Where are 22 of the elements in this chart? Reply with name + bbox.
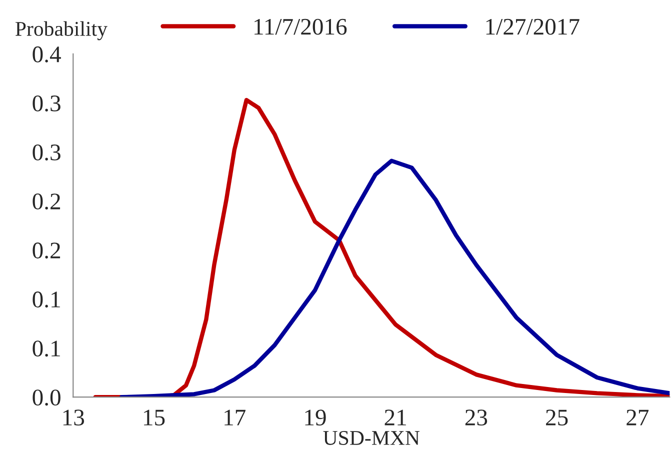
x-tick-label: 13 — [63, 410, 84, 426]
line-series — [119, 158, 670, 398]
y-tick-label: 0.3 — [32, 95, 60, 112]
y-axis-title: Probability — [16, 21, 108, 40]
x-tick-label: 23 — [465, 410, 488, 426]
y-tick-label: 0.2 — [32, 194, 60, 210]
y-tick-label: 0.2 — [32, 242, 60, 259]
x-tick-label: 15 — [144, 410, 165, 426]
x-tick-label: 27 — [626, 410, 649, 426]
legend-label: 1/27/2017 — [486, 18, 580, 35]
x-tick-label: 21 — [384, 410, 406, 426]
x-axis-title: USD-MXN — [323, 430, 420, 445]
y-tick-label: 0.1 — [32, 292, 60, 308]
x-tick-label: 17 — [224, 410, 246, 426]
y-tick-label: 0.4 — [32, 46, 61, 62]
y-tick-label: 0.0 — [32, 390, 60, 406]
x-tick-label: 19 — [305, 410, 326, 426]
y-tick-label: 0.3 — [32, 144, 60, 161]
x-tick-label: 25 — [546, 410, 568, 426]
y-tick-label: 0.1 — [32, 340, 60, 357]
legend-label: 11/7/2016 — [254, 18, 347, 35]
line-series — [93, 98, 670, 398]
